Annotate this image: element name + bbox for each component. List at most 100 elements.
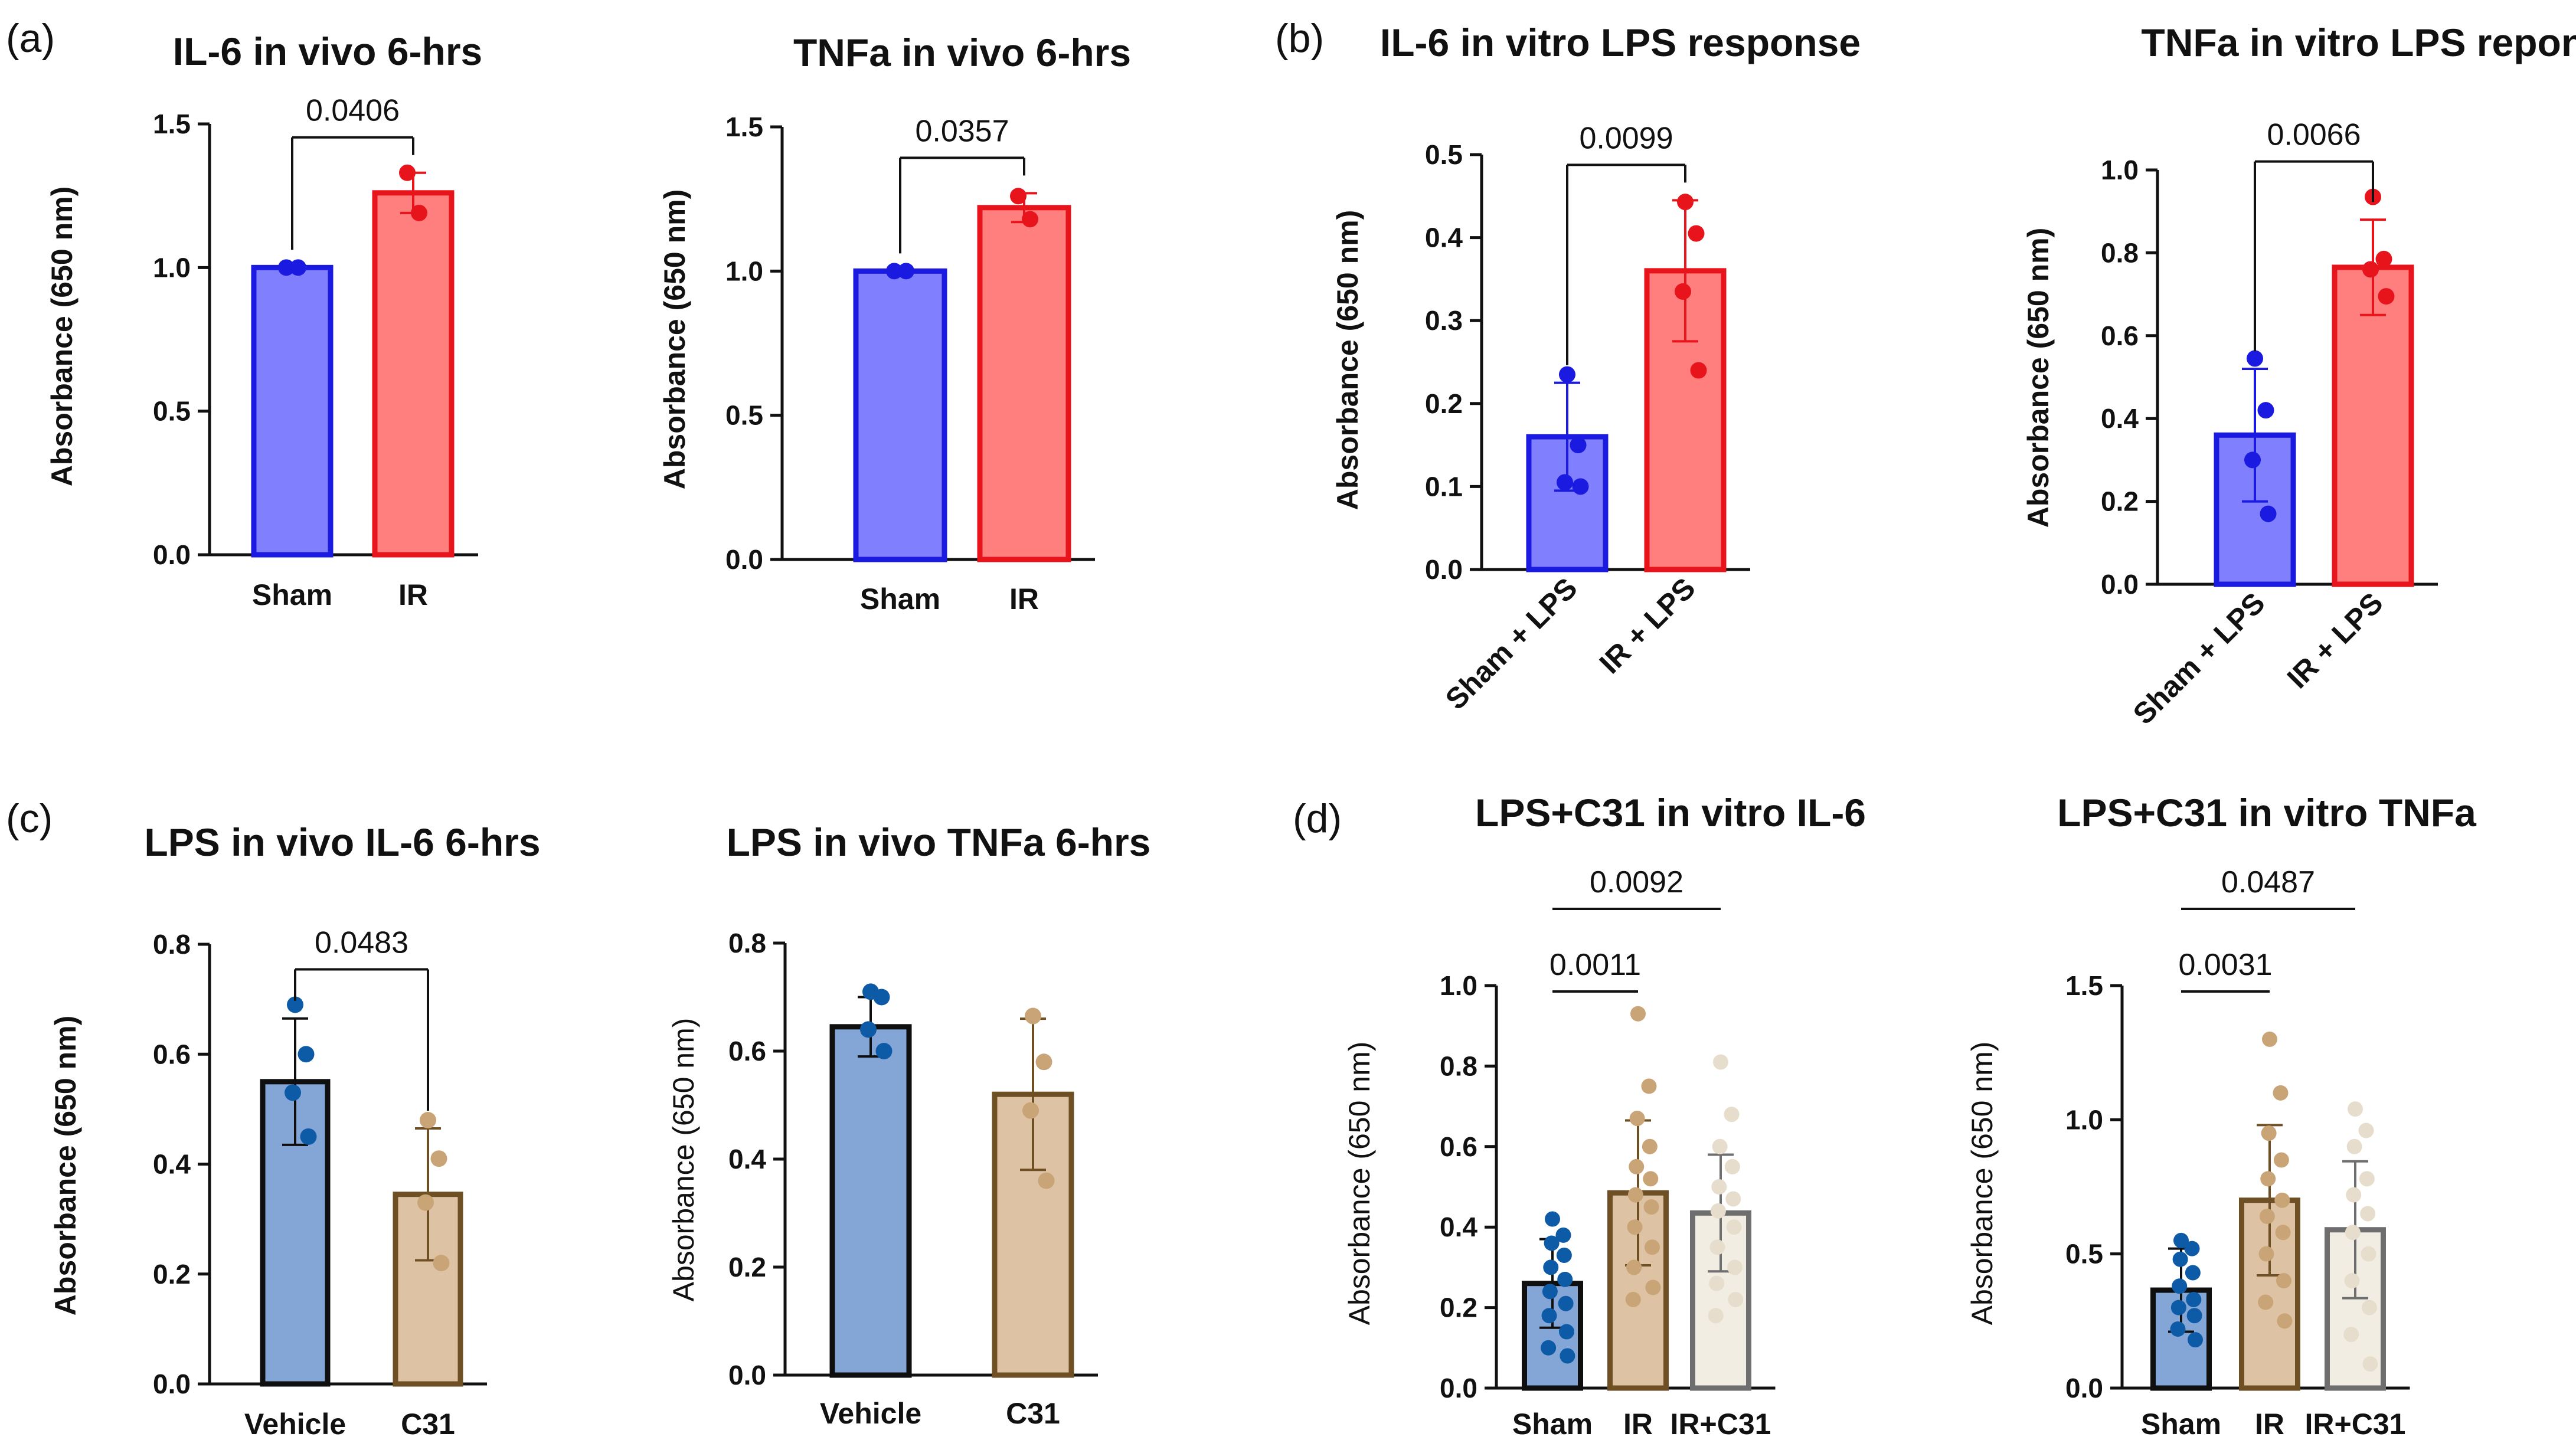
data-point <box>860 1021 877 1038</box>
data-point <box>1709 1275 1725 1291</box>
data-point <box>2244 451 2261 469</box>
data-point <box>875 1043 893 1059</box>
chart-title: IL-6 in vivo 6-hrs <box>173 30 482 73</box>
data-point <box>1543 1259 1559 1275</box>
data-point <box>1724 1107 1740 1123</box>
y-tick-label: 0.8 <box>2101 237 2139 268</box>
bar-Vehicle <box>260 1079 331 1387</box>
p-value-label: 0.0011 <box>1549 948 1641 982</box>
x-tick-label: IR <box>398 578 428 611</box>
data-point <box>2375 250 2392 267</box>
data-point <box>2275 1225 2291 1241</box>
data-point <box>1712 1138 1728 1154</box>
data-point <box>2188 1332 2203 1348</box>
chart-2: TNFa in vivo 6-hrs Absorbance (650 nm) 0.0… <box>658 31 1131 616</box>
data-point <box>287 996 303 1013</box>
y-axis-label: Absorbance (650 nm) <box>1331 210 1364 510</box>
x-tick-label: C31 <box>1006 1397 1060 1430</box>
y-tick-label: 0.5 <box>2065 1239 2103 1269</box>
chart-title: LPS+C31 in vitro TNFa <box>2057 791 2477 835</box>
y-axis-label: Absorbance (650 nm) <box>2022 228 2055 528</box>
data-point <box>285 1084 301 1101</box>
panel-label-c: (c) <box>6 796 53 841</box>
data-point <box>1713 1054 1728 1070</box>
data-point <box>1558 1295 1574 1311</box>
y-tick-label: 0.0 <box>725 544 763 575</box>
chart-title: IL-6 in vitro LPS response <box>1380 21 1861 64</box>
data-point <box>2261 1125 2277 1141</box>
data-point <box>2273 1152 2289 1168</box>
x-tick-label: Sham <box>1512 1408 1593 1441</box>
data-point <box>1570 437 1587 454</box>
x-tick-label: Sham <box>252 578 332 611</box>
data-point <box>399 164 416 181</box>
data-point <box>873 989 890 1006</box>
data-point <box>1557 1271 1573 1287</box>
data-point <box>290 259 306 276</box>
y-tick-label: 0.4 <box>2101 403 2139 434</box>
data-point <box>2184 1241 2200 1256</box>
y-tick-label: 0.5 <box>1425 139 1463 170</box>
data-point <box>1725 1191 1741 1207</box>
chart-1: IL-6 in vivo 6-hrs Absorbance (650 nm) 0.0… <box>45 30 482 611</box>
x-tick-label: Sham <box>2141 1408 2221 1441</box>
data-point <box>1643 1199 1659 1215</box>
data-point <box>1038 1172 1055 1189</box>
y-tick-label: 0.0 <box>153 1369 191 1399</box>
data-point <box>2185 1265 2201 1281</box>
data-point <box>2260 505 2277 522</box>
data-point <box>2348 1101 2363 1117</box>
data-point <box>1643 1171 1659 1187</box>
panel-label-a: (a) <box>6 16 55 61</box>
y-tick-label: 0.0 <box>1425 554 1463 585</box>
data-point <box>1728 1291 1744 1307</box>
x-tick-label: IR <box>1623 1408 1653 1441</box>
y-tick-label: 0.2 <box>728 1252 766 1282</box>
p-value-label: 0.0066 <box>2267 118 2361 152</box>
p-value-label: 0.0483 <box>315 925 408 960</box>
panel-label-d: (d) <box>1293 796 1342 841</box>
chart-3: IL-6 in vitro LPS response Absorbance (65… <box>1331 21 1861 716</box>
data-point <box>2346 1138 2362 1154</box>
data-point <box>2360 1206 2376 1222</box>
x-tick-label: Sham + LPS <box>1439 571 1584 716</box>
data-point <box>2170 1321 2186 1337</box>
data-point <box>2362 261 2379 278</box>
bar-Sham <box>251 264 334 558</box>
bar-IR <box>372 190 455 558</box>
data-point <box>2358 1123 2374 1138</box>
chart-4: TNFa in vitro LPS reponse Absorbance (650… <box>2022 21 2576 731</box>
data-point <box>1542 1284 1558 1300</box>
data-point <box>2258 1294 2274 1310</box>
x-tick-label: C31 <box>401 1408 455 1441</box>
p-value-label: 0.0031 <box>2178 948 2272 982</box>
y-tick-label: 0.6 <box>1440 1131 1477 1162</box>
data-point <box>420 1112 436 1128</box>
y-tick-label: 0.0 <box>1440 1373 1477 1403</box>
data-point <box>1560 1348 1575 1364</box>
y-tick-label: 0.5 <box>725 400 763 431</box>
y-axis-label: Absorbance (650 nm) <box>45 186 79 486</box>
y-tick-label: 0.2 <box>2101 486 2139 517</box>
data-point <box>2172 1278 2188 1294</box>
y-tick-label: 1.5 <box>153 109 191 139</box>
bar-IR <box>977 205 1071 562</box>
y-tick-label: 1.0 <box>1440 970 1477 1001</box>
data-point <box>1545 1211 1560 1227</box>
data-point <box>1025 1007 1041 1025</box>
chart-title: LPS in vivo IL-6 6-hrs <box>144 820 540 864</box>
y-axis-label: Absorbance (650 nm) <box>667 1018 700 1302</box>
y-axis-label: Absorbance (650 nm) <box>1966 1042 1999 1326</box>
y-tick-label: 1.0 <box>2101 155 2139 185</box>
y-tick-label: 0.8 <box>728 928 766 958</box>
data-point <box>1645 1279 1661 1295</box>
data-point <box>1629 1159 1645 1174</box>
data-point <box>1541 1340 1557 1356</box>
data-point <box>2359 1171 2375 1187</box>
x-tick-label: IR+C31 <box>2305 1408 2406 1441</box>
data-point <box>1710 1203 1726 1219</box>
data-point <box>1645 1239 1660 1255</box>
data-point <box>1641 1078 1657 1094</box>
data-point <box>2170 1300 2186 1315</box>
chart-7: LPS+C31 in vitro IL-6 Absorbance (650 nm)… <box>1343 791 1866 1441</box>
